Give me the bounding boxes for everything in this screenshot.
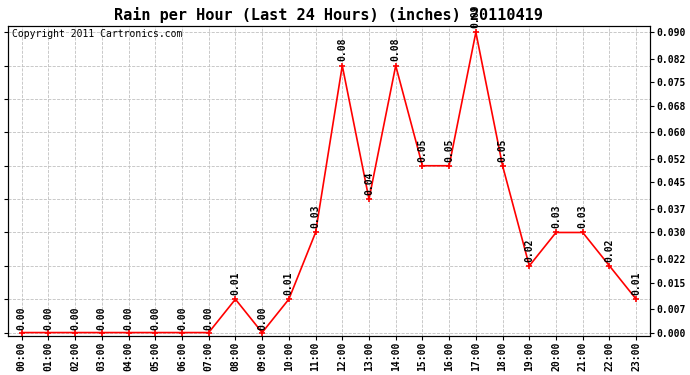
Text: 0.05: 0.05: [497, 138, 508, 162]
Text: 0.00: 0.00: [124, 306, 134, 330]
Text: 0.00: 0.00: [204, 306, 214, 330]
Text: 0.02: 0.02: [524, 238, 534, 262]
Text: 0.00: 0.00: [43, 306, 53, 330]
Text: 0.01: 0.01: [631, 272, 641, 295]
Text: 0.00: 0.00: [70, 306, 80, 330]
Text: 0.00: 0.00: [97, 306, 107, 330]
Text: 0.05: 0.05: [417, 138, 427, 162]
Text: 0.01: 0.01: [284, 272, 294, 295]
Title: Rain per Hour (Last 24 Hours) (inches) 20110419: Rain per Hour (Last 24 Hours) (inches) 2…: [115, 7, 543, 23]
Text: 0.04: 0.04: [364, 171, 374, 195]
Text: 0.00: 0.00: [17, 306, 27, 330]
Text: 0.01: 0.01: [230, 272, 240, 295]
Text: 0.08: 0.08: [337, 38, 347, 62]
Text: 0.02: 0.02: [604, 238, 614, 262]
Text: 0.03: 0.03: [578, 205, 588, 228]
Text: Copyright 2011 Cartronics.com: Copyright 2011 Cartronics.com: [12, 29, 182, 39]
Text: 0.09: 0.09: [471, 4, 481, 28]
Text: 0.08: 0.08: [391, 38, 401, 62]
Text: 0.03: 0.03: [310, 205, 321, 228]
Text: 0.00: 0.00: [150, 306, 160, 330]
Text: 0.00: 0.00: [177, 306, 187, 330]
Text: 0.05: 0.05: [444, 138, 454, 162]
Text: 0.03: 0.03: [551, 205, 561, 228]
Text: 0.00: 0.00: [257, 306, 267, 330]
